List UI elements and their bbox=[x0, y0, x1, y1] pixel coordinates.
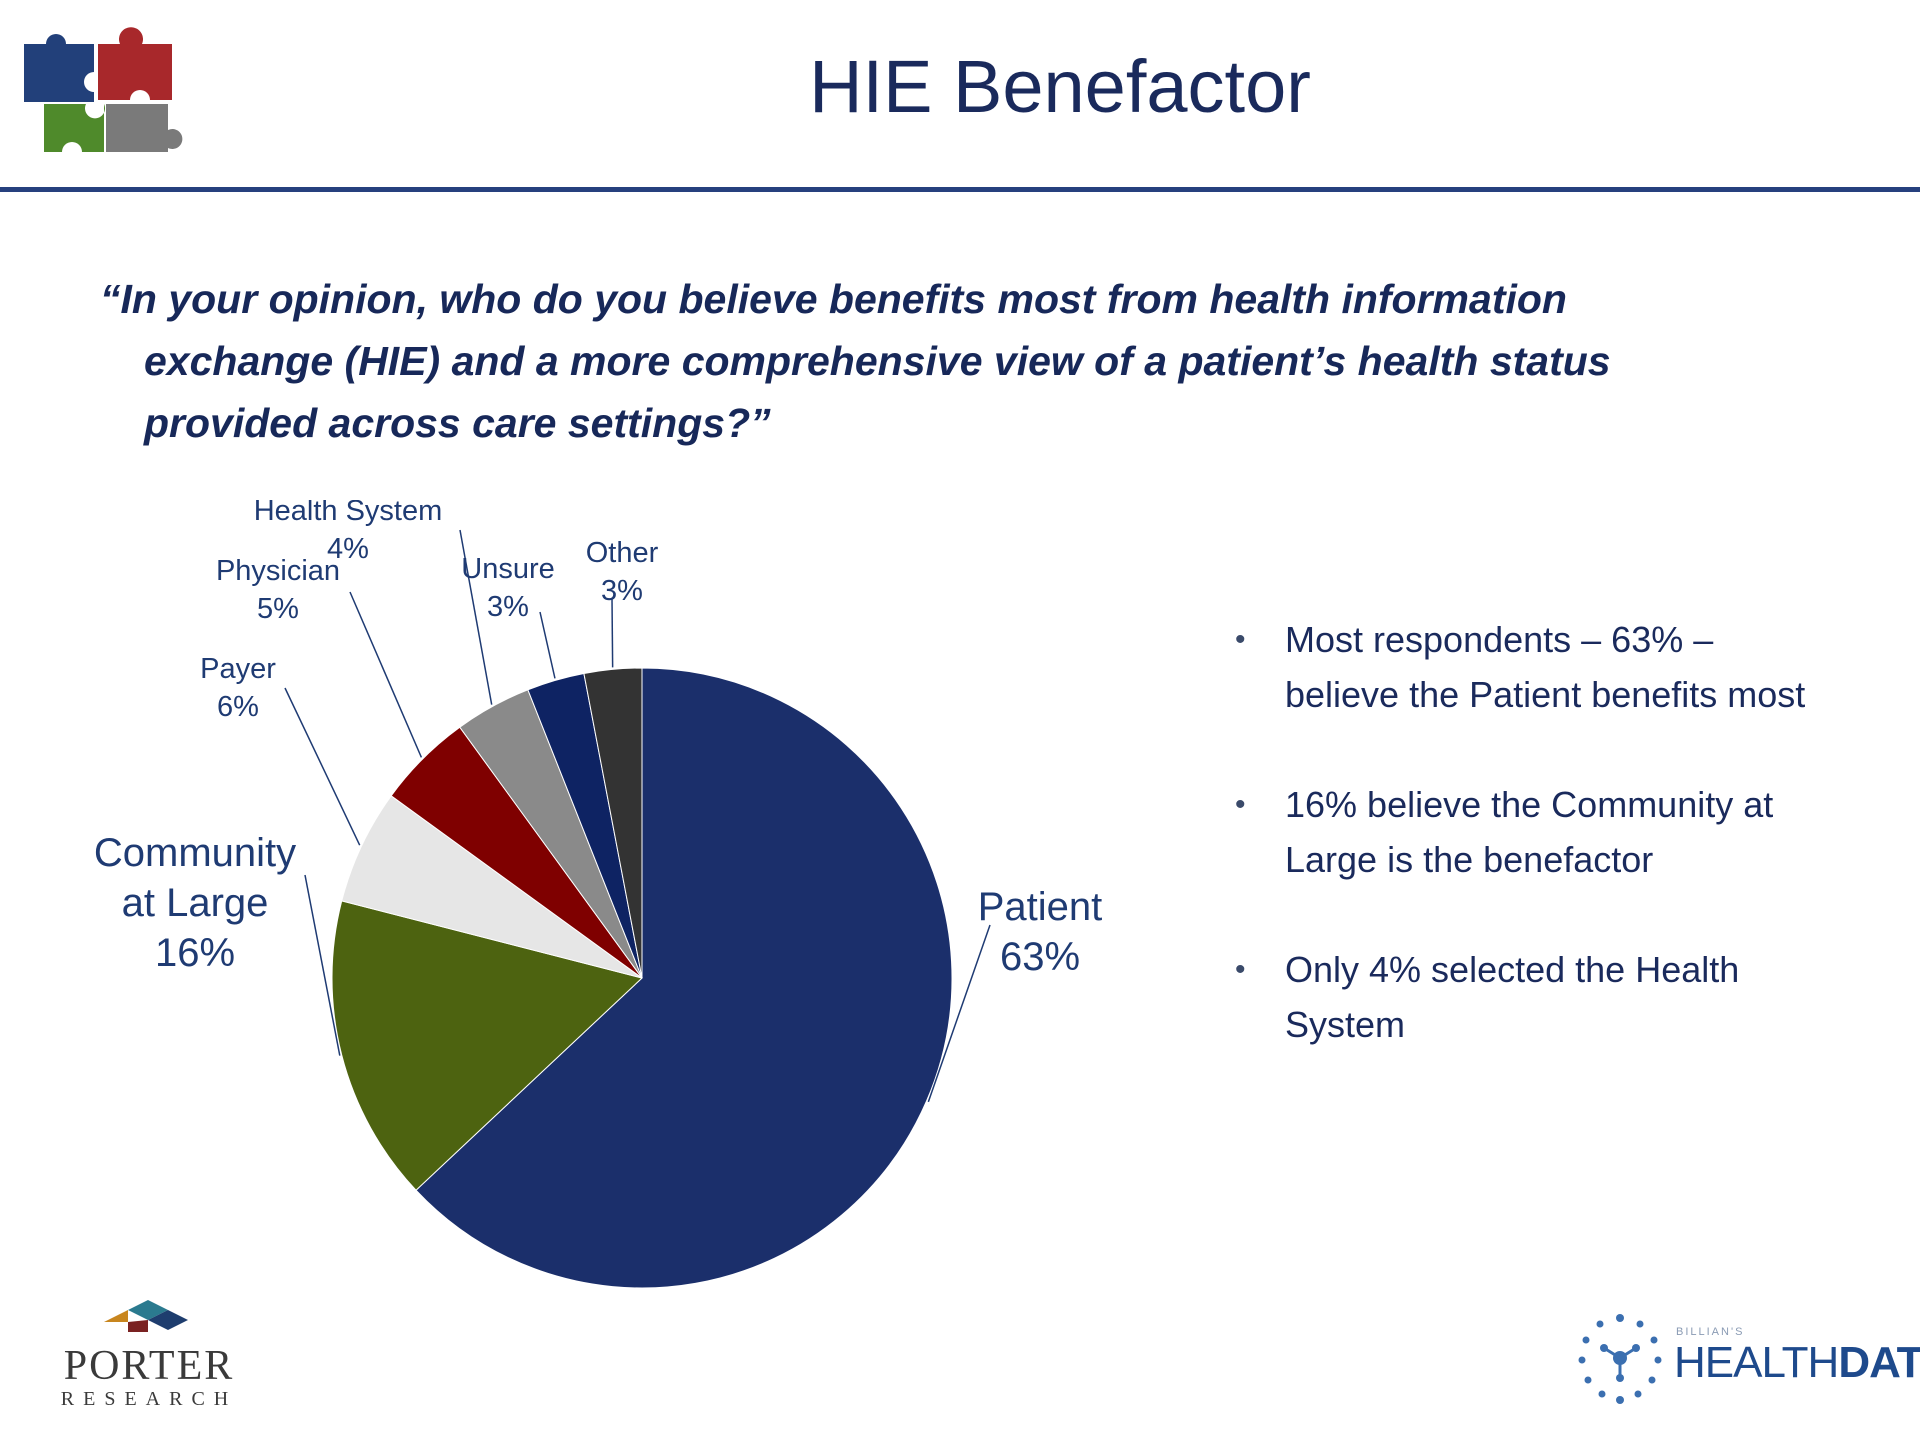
page-title: HIE Benefactor bbox=[809, 45, 1311, 128]
slice-label: Patient bbox=[978, 885, 1103, 929]
slice-label: Other bbox=[586, 537, 659, 569]
leader-line bbox=[349, 591, 423, 758]
healthdata-logo: BILLIAN'S HEALTHDATA bbox=[1570, 1308, 1920, 1418]
slice-value-label: 5% bbox=[257, 593, 299, 625]
slice-label: Community bbox=[94, 831, 296, 875]
slice-value-label: 16% bbox=[155, 931, 235, 975]
slice-label: Physician bbox=[216, 555, 340, 587]
leader-line bbox=[611, 597, 614, 668]
healthdata-light: HEALTH bbox=[1674, 1338, 1839, 1387]
leader-line bbox=[927, 924, 991, 1103]
finding-line: System bbox=[1285, 1004, 1406, 1045]
finding-line: believe the Patient benefits most bbox=[1285, 674, 1806, 715]
slice-label: Unsure bbox=[461, 553, 555, 585]
question-line: exchange (HIE) and a more comprehensive … bbox=[144, 338, 1611, 384]
porter-research-logo-icon bbox=[104, 1300, 188, 1332]
finding-line: Only 4% selected the Health bbox=[1285, 949, 1740, 990]
slice-label: Health System bbox=[254, 500, 443, 527]
slice-value-label: 4% bbox=[327, 533, 369, 565]
slice-value-label: 6% bbox=[217, 691, 259, 723]
header-divider bbox=[0, 187, 1920, 192]
finding-item: Only 4% selected the Health System bbox=[1225, 942, 1875, 1052]
finding-line: Most respondents – 63% – bbox=[1285, 619, 1714, 660]
pie-slice bbox=[415, 667, 953, 1289]
finding-item: 16% believe the Community at Large is th… bbox=[1225, 777, 1875, 887]
healthdata-bold: DATA bbox=[1838, 1338, 1920, 1387]
slice-value-label: 3% bbox=[601, 575, 643, 607]
findings-list: Most respondents – 63% – believe the Pat… bbox=[1225, 612, 1875, 1107]
healthdata-network-icon bbox=[1578, 1314, 1662, 1404]
slice-value-label: 3% bbox=[487, 591, 529, 623]
survey-question: “In your opinion, who do you believe ben… bbox=[100, 268, 1820, 454]
pie-slice bbox=[331, 900, 644, 1191]
finding-line: Large is the benefactor bbox=[1285, 839, 1654, 880]
porter-subtitle: RESEARCH bbox=[60, 1388, 238, 1410]
slice-label: Payer bbox=[200, 653, 276, 685]
slice-label: at Large bbox=[122, 881, 269, 925]
question-line: “In your opinion, who do you believe ben… bbox=[100, 276, 1567, 322]
finding-item: Most respondents – 63% – believe the Pat… bbox=[1225, 612, 1875, 722]
leader-line bbox=[539, 611, 556, 679]
healthdata-prefix: BILLIAN'S bbox=[1676, 1326, 1745, 1338]
porter-research-logo: PORTER RESEARCH bbox=[44, 1292, 254, 1412]
puzzle-pieces-icon bbox=[24, 27, 183, 152]
finding-line: 16% believe the Community at bbox=[1285, 784, 1774, 825]
leader-line bbox=[304, 874, 341, 1056]
slice-value-label: 63% bbox=[1000, 935, 1080, 979]
leader-line bbox=[284, 687, 361, 846]
question-line: provided across care settings?” bbox=[144, 400, 771, 446]
pie-slice bbox=[583, 667, 643, 979]
porter-name: PORTER bbox=[63, 1343, 235, 1389]
leader-line bbox=[459, 529, 493, 705]
pie-chart: Patient 63% Community at Large 16% Payer 6% Phy… bbox=[94, 500, 1103, 1289]
healthdata-wordmark: HEALTHDATA bbox=[1674, 1338, 1920, 1388]
